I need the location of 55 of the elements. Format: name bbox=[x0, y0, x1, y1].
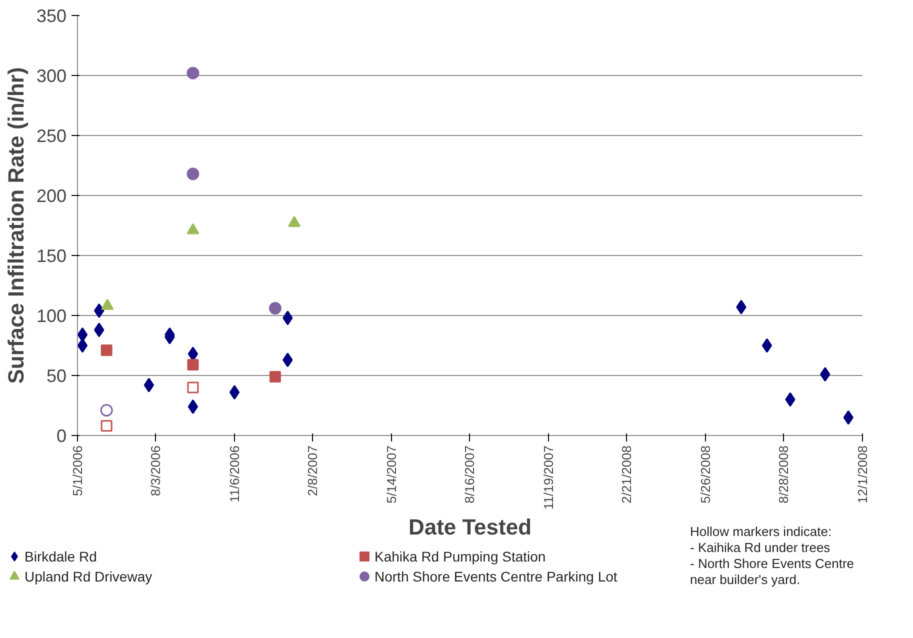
y-axis-title: Surface Infiltration Rate (in/hr) bbox=[3, 67, 28, 384]
text: Hollow markers indicate: bbox=[690, 524, 832, 539]
x-tick-label: 8/3/2006 bbox=[148, 445, 164, 496]
x-tick-label: 2/21/2008 bbox=[619, 445, 634, 504]
y-tick-label: 200 bbox=[36, 186, 67, 206]
x-tick-label: 2/8/2007 bbox=[305, 445, 320, 496]
point bbox=[229, 385, 240, 400]
y-tick-label: 0 bbox=[56, 426, 67, 446]
point bbox=[820, 367, 830, 382]
point bbox=[187, 358, 199, 370]
text: - Kaihika Rd under trees bbox=[690, 540, 830, 555]
point bbox=[762, 338, 772, 353]
point bbox=[94, 303, 104, 318]
legend-label: Upland Rd Driveway bbox=[24, 568, 152, 584]
y-tick-label: 250 bbox=[36, 126, 67, 146]
legend-label: North Shore Events Centre Parking Lot bbox=[374, 568, 618, 584]
point bbox=[94, 322, 104, 338]
point bbox=[186, 223, 200, 234]
point bbox=[843, 410, 854, 425]
point bbox=[100, 404, 113, 417]
y-tick-label: 150 bbox=[36, 246, 67, 266]
point bbox=[736, 300, 746, 314]
x-tick-label: 12/1/2008 bbox=[855, 445, 870, 504]
y-tick-label: 300 bbox=[36, 66, 67, 86]
y-tick-label: 100 bbox=[36, 306, 67, 326]
point bbox=[268, 302, 282, 315]
x-tick-label: 8/16/2007 bbox=[462, 445, 478, 504]
point bbox=[785, 392, 796, 407]
x-tick-label: 5/1/2006 bbox=[70, 445, 85, 496]
point bbox=[269, 370, 281, 382]
point bbox=[187, 382, 199, 394]
y-tick-label: 350 bbox=[36, 6, 67, 26]
point bbox=[282, 310, 293, 326]
point bbox=[288, 216, 301, 228]
point bbox=[100, 420, 112, 432]
x-tick-label: 5/26/2008 bbox=[698, 445, 713, 504]
x-tick-label: 8/28/2008 bbox=[776, 445, 792, 504]
text: near builder's yard. bbox=[690, 572, 800, 587]
point bbox=[78, 327, 88, 342]
point bbox=[78, 338, 88, 353]
legend-label: Kahika Rd Pumping Station bbox=[374, 548, 546, 564]
legend-label: Birkdale Rd bbox=[24, 548, 97, 564]
point bbox=[100, 344, 112, 356]
point bbox=[282, 352, 293, 368]
point bbox=[101, 298, 114, 310]
point bbox=[186, 168, 200, 180]
point bbox=[144, 378, 154, 392]
point bbox=[186, 66, 200, 80]
point bbox=[188, 399, 198, 414]
y-tick-label: 50 bbox=[46, 366, 67, 386]
text: - North Shore Events Centre bbox=[690, 556, 854, 571]
x-tick-label: 5/14/2007 bbox=[384, 445, 399, 504]
x-tick-label: 11/19/2007 bbox=[541, 445, 556, 510]
x-axis-title: Date Tested bbox=[408, 514, 532, 540]
x-tick-label: 11/6/2006 bbox=[227, 445, 242, 502]
